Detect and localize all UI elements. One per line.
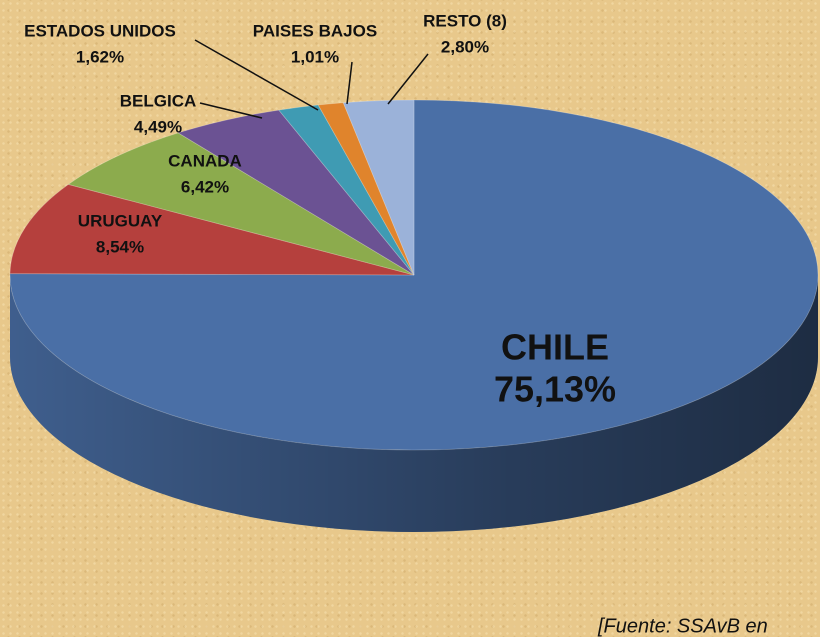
slice-label: ESTADOS UNIDOS (24, 21, 176, 40)
slice-label: URUGUAY (78, 211, 163, 230)
slice-label: BELGICA (120, 91, 197, 110)
slice (177, 109, 415, 276)
slice-value-label: 8,54% (96, 237, 144, 256)
leader-line (194, 39, 319, 111)
slice-value-label: 2,80% (441, 37, 489, 56)
leader-line (199, 102, 263, 119)
slice-value-label: 75,13% (494, 369, 616, 410)
side-shade (10, 275, 818, 532)
slice (67, 132, 415, 276)
slice (278, 104, 415, 276)
slice-label: CHILE (501, 327, 609, 368)
slice-label: PAISES BAJOS (253, 21, 377, 40)
slice-label: RESTO (8) (423, 11, 507, 30)
slice (317, 102, 415, 276)
slice-value-label: 1,01% (291, 47, 339, 66)
slice (342, 99, 415, 276)
source-note: [Fuente: SSAvB en (597, 615, 768, 637)
slice-label: CANADA (168, 151, 242, 170)
slice-value-label: 1,62% (76, 47, 124, 66)
slice-value-label: 6,42% (181, 177, 229, 196)
slice (9, 183, 415, 276)
slice-value-label: 4,49% (134, 117, 182, 136)
slice (9, 99, 819, 451)
leader-line (346, 61, 353, 105)
leader-line (387, 53, 429, 105)
